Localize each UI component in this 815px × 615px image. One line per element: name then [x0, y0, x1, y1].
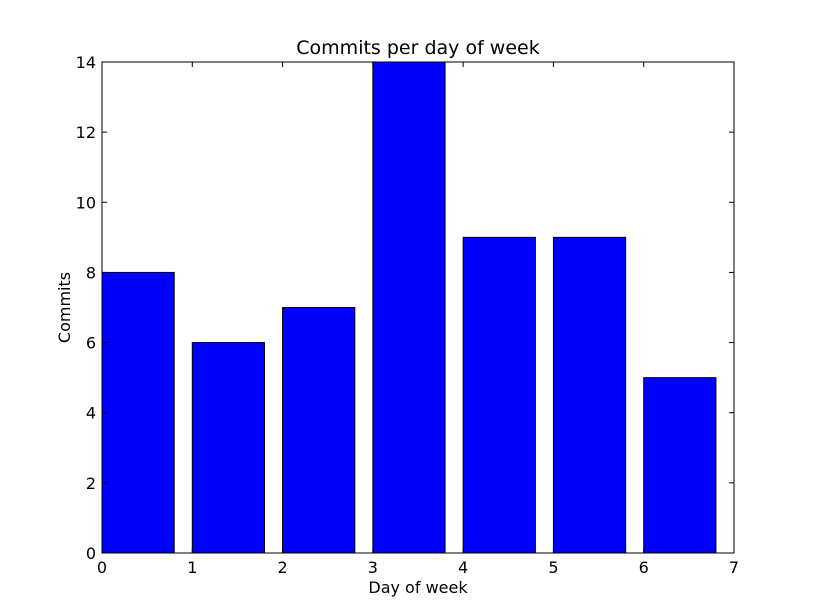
y-tick-label: 2: [86, 474, 96, 493]
x-tick-label: 5: [548, 558, 558, 577]
bar-day-1: [191, 342, 266, 554]
x-tick-label: 4: [458, 558, 468, 577]
bar-day-3: [372, 61, 446, 554]
y-tick-label: 6: [86, 334, 96, 353]
x-tick-label: 2: [277, 558, 287, 577]
x-tick-label: 7: [729, 558, 739, 577]
y-tick-label: 10: [76, 193, 96, 212]
y-tick-label: 0: [86, 544, 96, 563]
x-tick-label: 0: [97, 558, 107, 577]
bar-day-5: [552, 236, 627, 554]
chart-title: Commits per day of week: [296, 37, 539, 59]
y-tick-label: 8: [86, 263, 96, 282]
y-tick-label: 4: [86, 404, 96, 423]
bar-day-2: [282, 307, 356, 554]
y-axis-title: Commits: [55, 272, 74, 343]
y-tick-label: 14: [76, 53, 96, 72]
bar-day-6: [643, 377, 717, 554]
bar-day-4: [462, 236, 536, 554]
x-tick-label: 3: [368, 558, 378, 577]
bars-group: [101, 61, 717, 554]
y-tick-label: 12: [76, 123, 96, 142]
x-tick-label: 1: [187, 558, 197, 577]
x-tick-label: 6: [639, 558, 649, 577]
x-axis-title: Day of week: [368, 578, 468, 597]
plot-frame: [101, 61, 735, 554]
bar-day-0: [101, 271, 175, 554]
